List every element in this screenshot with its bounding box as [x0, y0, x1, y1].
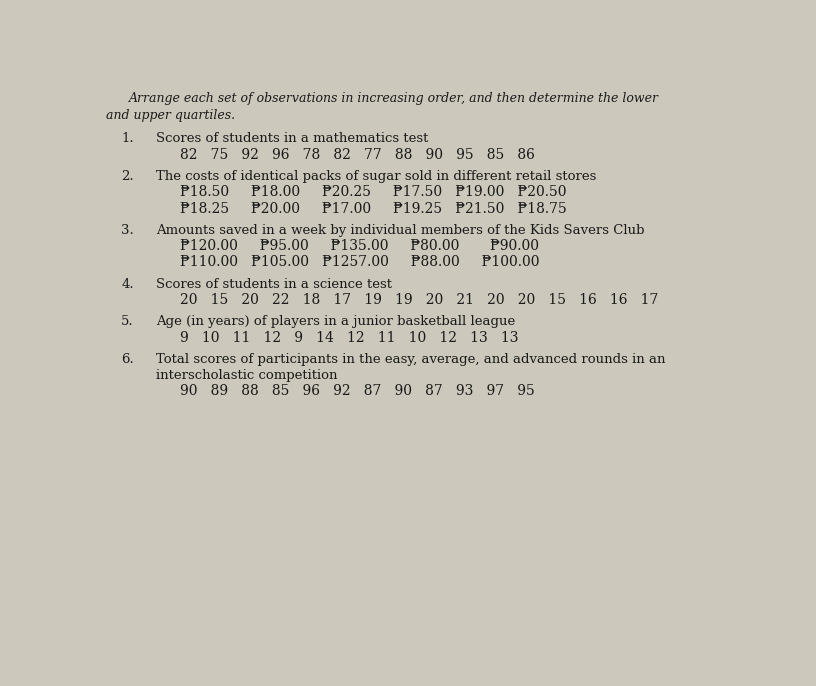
Text: 4.: 4. [122, 278, 134, 291]
Text: 82   75   92   96   78   82   77   88   90   95   85   86: 82 75 92 96 78 82 77 88 90 95 85 86 [180, 147, 534, 162]
Text: ₱110.00   ₱105.00   ₱1257.00     ₱88.00     ₱100.00: ₱110.00 ₱105.00 ₱1257.00 ₱88.00 ₱100.00 [180, 255, 539, 270]
Text: Scores of students in a mathematics test: Scores of students in a mathematics test [156, 132, 428, 145]
Text: 1.: 1. [122, 132, 134, 145]
Text: 9   10   11   12   9   14   12   11   10   12   13   13: 9 10 11 12 9 14 12 11 10 12 13 13 [180, 331, 518, 345]
Text: 3.: 3. [122, 224, 134, 237]
Text: interscholastic competition: interscholastic competition [156, 368, 338, 381]
Text: Amounts saved in a week by individual members of the Kids Savers Club: Amounts saved in a week by individual me… [156, 224, 645, 237]
Text: ₱120.00     ₱95.00     ₱135.00     ₱80.00       ₱90.00: ₱120.00 ₱95.00 ₱135.00 ₱80.00 ₱90.00 [180, 239, 539, 253]
Text: 5.: 5. [122, 316, 134, 329]
Text: 2.: 2. [122, 170, 134, 183]
Text: and upper quartiles.: and upper quartiles. [106, 108, 235, 121]
Text: ₱18.25     ₱20.00     ₱17.00     ₱19.25   ₱21.50   ₱18.75: ₱18.25 ₱20.00 ₱17.00 ₱19.25 ₱21.50 ₱18.7… [180, 202, 566, 215]
Text: 20   15   20   22   18   17   19   19   20   21   20   20   15   16   16   17: 20 15 20 22 18 17 19 19 20 21 20 20 15 1… [180, 293, 658, 307]
Text: ₱18.50     ₱18.00     ₱20.25     ₱17.50   ₱19.00   ₱20.50: ₱18.50 ₱18.00 ₱20.25 ₱17.50 ₱19.00 ₱20.5… [180, 185, 566, 200]
Text: Age (in years) of players in a junior basketball league: Age (in years) of players in a junior ba… [156, 316, 516, 329]
Text: The costs of identical packs of sugar sold in different retail stores: The costs of identical packs of sugar so… [156, 170, 596, 183]
Text: Arrange each set of observations in increasing order, and then determine the low: Arrange each set of observations in incr… [129, 91, 659, 104]
Text: Scores of students in a science test: Scores of students in a science test [156, 278, 392, 291]
Text: Total scores of participants in the easy, average, and advanced rounds in an: Total scores of participants in the easy… [156, 353, 666, 366]
Text: 90   89   88   85   96   92   87   90   87   93   97   95: 90 89 88 85 96 92 87 90 87 93 97 95 [180, 384, 534, 398]
Text: 6.: 6. [122, 353, 134, 366]
